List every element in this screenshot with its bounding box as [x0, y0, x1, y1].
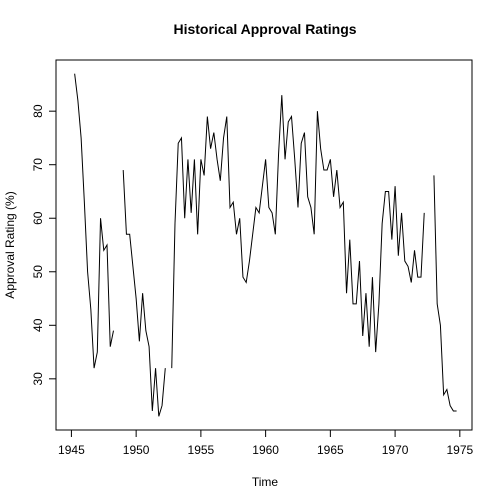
x-tick-label: 1970	[382, 443, 409, 457]
plot-frame	[55, 59, 473, 431]
y-tick-label: 80	[31, 104, 45, 118]
y-tick-label: 30	[31, 372, 45, 386]
y-tick-label: 60	[31, 211, 45, 225]
x-tick-label: 1950	[123, 443, 150, 457]
y-axis-label: Approval Rating (%)	[3, 191, 17, 298]
chart-title: Historical Approval Ratings	[173, 21, 356, 37]
x-tick-label: 1960	[252, 443, 279, 457]
y-tick-label: 40	[31, 318, 45, 332]
x-tick-label: 1965	[317, 443, 344, 457]
x-tick-label: 1975	[446, 443, 473, 457]
x-axis-label: Time	[252, 475, 279, 489]
x-tick-label: 1945	[58, 443, 85, 457]
x-tick-label: 1955	[188, 443, 215, 457]
y-tick-label: 50	[31, 265, 45, 279]
line-series	[74, 73, 457, 417]
y-tick-label: 70	[31, 158, 45, 172]
